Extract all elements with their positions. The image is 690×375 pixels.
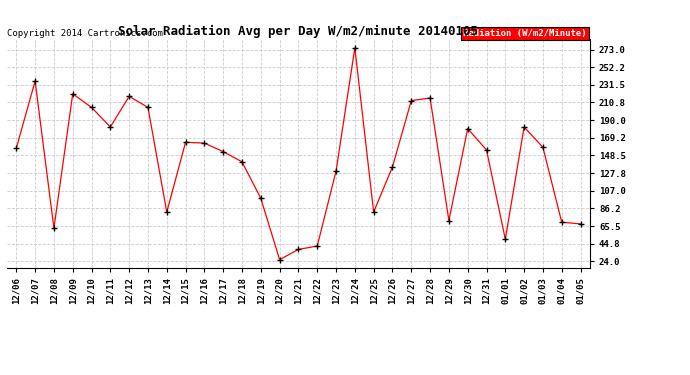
Title: Solar Radiation Avg per Day W/m2/minute 20140105: Solar Radiation Avg per Day W/m2/minute …: [119, 25, 478, 38]
Text: Radiation (W/m2/Minute): Radiation (W/m2/Minute): [464, 29, 587, 38]
Text: Copyright 2014 Cartronics.com: Copyright 2014 Cartronics.com: [7, 28, 163, 38]
